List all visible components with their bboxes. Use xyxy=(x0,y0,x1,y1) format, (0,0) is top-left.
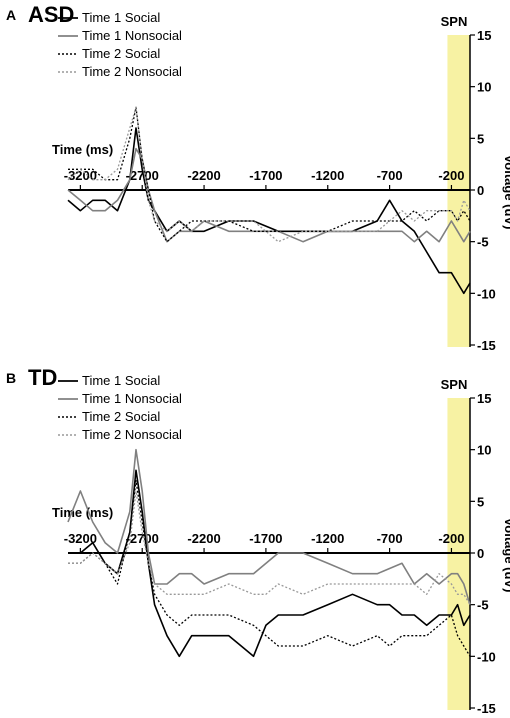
legend-label: Time 2 Nonsocial xyxy=(82,64,182,79)
y-axis-label: Voltage (uV) xyxy=(502,518,510,593)
y-tick-label: 10 xyxy=(477,80,491,95)
y-tick-label: 15 xyxy=(477,391,491,406)
legend-label: Time 2 Social xyxy=(82,409,160,424)
y-tick-label: 0 xyxy=(477,183,484,198)
series-line-3 xyxy=(68,106,471,243)
x-tick-label: -200 xyxy=(438,168,464,183)
y-tick-label: -5 xyxy=(477,235,489,250)
panel-letter: A xyxy=(6,7,16,23)
series-line-4 xyxy=(67,106,471,243)
y-tick-label: 5 xyxy=(477,131,484,146)
y-tick-label: -10 xyxy=(477,286,496,301)
y-tick-label: -10 xyxy=(477,649,496,664)
x-tick-label: -700 xyxy=(377,531,403,546)
x-tick-label: -1200 xyxy=(311,168,344,183)
y-tick-label: -5 xyxy=(477,598,489,613)
y-tick-label: 0 xyxy=(477,546,484,561)
x-axis-label: Time (ms) xyxy=(52,142,113,157)
x-tick-label: -2700 xyxy=(126,168,159,183)
series-line-2 xyxy=(67,448,471,605)
x-axis-label: Time (ms) xyxy=(52,505,113,520)
x-tick-label: -3200 xyxy=(64,531,97,546)
x-tick-label: -1200 xyxy=(311,531,344,546)
y-axis-label: Voltage (uV) xyxy=(502,155,510,230)
panel-title: TD xyxy=(28,365,57,390)
x-tick-label: -3200 xyxy=(64,168,97,183)
legend-label: Time 1 Nonsocial xyxy=(82,391,182,406)
y-tick-label: -15 xyxy=(477,338,496,353)
region-label: SPN xyxy=(441,377,468,392)
y-tick-label: 15 xyxy=(477,28,491,43)
chart-panel-a: A ASD SPN 15 10 5 0 -5 -10 -15 Voltage (uV) -3200 -2… xyxy=(6,2,510,353)
series-line-4 xyxy=(68,490,471,606)
x-tick-label: -1700 xyxy=(249,168,282,183)
legend-label: Time 2 Nonsocial xyxy=(82,427,182,442)
series-line-1 xyxy=(67,127,471,295)
series-line-1 xyxy=(68,469,471,658)
x-tick-label: -1700 xyxy=(249,531,282,546)
x-tick-label: -200 xyxy=(438,531,464,546)
series-line-2 xyxy=(67,147,471,243)
series-line-3 xyxy=(68,480,471,657)
legend-label: Time 2 Social xyxy=(82,46,160,61)
legend-label: Time 1 Social xyxy=(82,373,160,388)
legend-label: Time 1 Nonsocial xyxy=(82,28,182,43)
panel-letter: B xyxy=(6,370,16,386)
x-tick-label: -2700 xyxy=(126,531,159,546)
y-tick-label: -15 xyxy=(477,701,496,716)
panel-title: ASD xyxy=(28,2,74,27)
x-tick-label: -700 xyxy=(377,168,403,183)
chart-panel-b: B TD SPN 15 10 5 0 -5 -10 -15 Voltage (uV) -3200 -27… xyxy=(6,365,510,716)
region-label: SPN xyxy=(441,14,468,29)
legend-label: Time 1 Social xyxy=(82,10,160,25)
y-tick-label: 10 xyxy=(477,443,491,458)
x-tick-label: -2200 xyxy=(187,531,220,546)
y-tick-label: 5 xyxy=(477,494,484,509)
x-tick-label: -2200 xyxy=(187,168,220,183)
